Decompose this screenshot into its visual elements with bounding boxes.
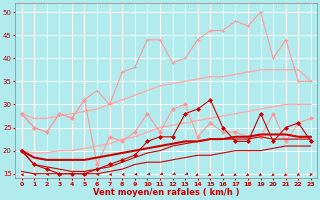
X-axis label: Vent moyen/en rafales ( km/h ): Vent moyen/en rafales ( km/h ) xyxy=(93,188,239,197)
